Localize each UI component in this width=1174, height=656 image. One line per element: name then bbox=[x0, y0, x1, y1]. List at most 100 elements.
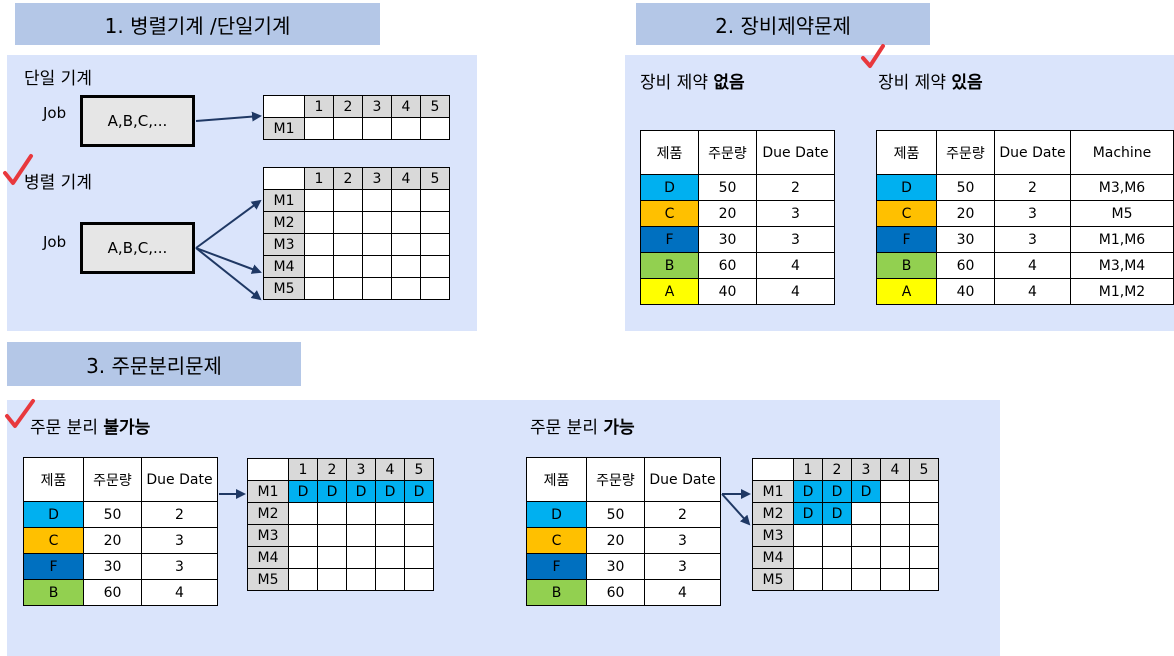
grid-cell bbox=[909, 546, 939, 569]
order-table-with-constraint: 제품 주문량 Due Date Machine D 50 2 M3,M6 C 20 3 M5… bbox=[876, 130, 1174, 305]
table-row: C 20 3 M5 bbox=[876, 200, 1174, 227]
table-row: F 30 3 bbox=[526, 553, 721, 580]
grid-cell bbox=[880, 568, 910, 591]
grid-col-header: 3 bbox=[346, 458, 376, 481]
grid-cell bbox=[909, 480, 939, 503]
grid-cell bbox=[317, 546, 347, 569]
due-cell: 4 bbox=[756, 252, 835, 279]
grid-cell bbox=[375, 524, 405, 547]
grid-col-header: 4 bbox=[375, 458, 405, 481]
grid-row: M3 bbox=[752, 524, 939, 547]
product-cell: F bbox=[526, 553, 587, 580]
equipment-constraint-none-label: 장비 제약 없음 bbox=[640, 68, 745, 93]
grid-row: M1 D D D bbox=[752, 480, 939, 503]
machine-label: M1 bbox=[263, 189, 305, 212]
grid-cell bbox=[362, 277, 392, 300]
table-row: F 30 3 bbox=[640, 226, 835, 253]
table-row: B 60 4 bbox=[526, 579, 721, 606]
grid-cell bbox=[793, 568, 823, 591]
section2-title: 2. 장비제약문제 bbox=[636, 3, 930, 45]
due-cell: 2 bbox=[756, 174, 835, 201]
grid-cell bbox=[391, 255, 421, 278]
qty-cell: 60 bbox=[936, 252, 995, 279]
grid-col-header: 2 bbox=[333, 167, 363, 190]
grid-row: M4 bbox=[752, 546, 939, 569]
machine-label: M2 bbox=[263, 211, 305, 234]
job-label-parallel: Job bbox=[43, 233, 67, 251]
single-machine-label: 단일 기계 bbox=[24, 69, 92, 89]
arrow-split-possible-m2 bbox=[721, 493, 751, 526]
label-bold: 없음 bbox=[713, 73, 745, 93]
scheduled-job-cell: D bbox=[288, 480, 318, 503]
equipment-constraint-exists-label: 장비 제약 있음 bbox=[878, 68, 983, 93]
grid-col-header: 1 bbox=[304, 95, 334, 118]
label-bold: 불가능 bbox=[103, 418, 151, 438]
machine-label: M3 bbox=[263, 233, 305, 256]
table-header: Due Date bbox=[994, 130, 1071, 175]
grid-cell bbox=[404, 524, 434, 547]
label-prefix: 주문 분리 bbox=[530, 418, 604, 438]
qty-cell: 30 bbox=[586, 553, 645, 580]
due-cell: 3 bbox=[756, 226, 835, 253]
order-table-split-not-possible: 제품 주문량 Due Date D 50 2 C 20 3 F 30 3 B 60 4 bbox=[23, 457, 218, 606]
label-prefix: 장비 제약 bbox=[640, 73, 714, 93]
qty-cell: 30 bbox=[83, 553, 142, 580]
table-header: 제품 bbox=[876, 130, 937, 175]
grid-header-row: 1 2 3 4 5 bbox=[263, 167, 450, 190]
table-header: 주문량 bbox=[698, 130, 757, 175]
grid-cell bbox=[362, 233, 392, 256]
table-row: D 50 2 M3,M6 bbox=[876, 174, 1174, 201]
grid-col-header: 5 bbox=[420, 95, 450, 118]
table-row: D 50 2 bbox=[23, 501, 218, 528]
product-cell: B bbox=[526, 579, 587, 606]
due-cell: 3 bbox=[644, 527, 721, 554]
qty-cell: 40 bbox=[936, 278, 995, 305]
grid-row: M5 bbox=[247, 568, 434, 591]
grid-col-header: 3 bbox=[362, 95, 392, 118]
qty-cell: 50 bbox=[936, 174, 995, 201]
grid-row: M2 D D bbox=[752, 502, 939, 525]
product-cell: D bbox=[526, 501, 587, 528]
grid-cell bbox=[851, 502, 881, 525]
grid-cell bbox=[420, 117, 450, 140]
scheduled-job-cell: D bbox=[793, 502, 823, 525]
table-header-row: 제품 주문량 Due Date bbox=[526, 457, 721, 502]
grid-cell bbox=[880, 480, 910, 503]
grid-cell bbox=[391, 117, 421, 140]
grid-col-header: 5 bbox=[909, 458, 939, 481]
machine-cell: M5 bbox=[1070, 200, 1174, 227]
job-label-single: Job bbox=[43, 104, 67, 122]
grid-cell bbox=[346, 546, 376, 569]
machine-label: M4 bbox=[247, 546, 289, 569]
table-row: F 30 3 bbox=[23, 553, 218, 580]
arrow-parallel-m5 bbox=[195, 247, 262, 301]
table-header: Due Date bbox=[644, 457, 721, 502]
table-row: F 30 3 M1,M6 bbox=[876, 226, 1174, 253]
qty-cell: 60 bbox=[698, 252, 757, 279]
grid-cell bbox=[333, 255, 363, 278]
machine-cell: M1,M2 bbox=[1070, 278, 1174, 305]
grid-row: M5 bbox=[752, 568, 939, 591]
grid-cell bbox=[304, 277, 334, 300]
grid-cell bbox=[333, 277, 363, 300]
schedule-grid-split-possible: 1 2 3 4 5 M1 D D D M2 D D M3 M4 M5 bbox=[752, 458, 939, 591]
grid-col-header: 4 bbox=[391, 95, 421, 118]
product-cell: C bbox=[23, 527, 84, 554]
grid-cell bbox=[288, 568, 318, 591]
due-cell: 3 bbox=[644, 553, 721, 580]
qty-cell: 30 bbox=[698, 226, 757, 253]
product-cell: D bbox=[876, 174, 937, 201]
grid-cell bbox=[362, 255, 392, 278]
parallel-machine-grid: 1 2 3 4 5 M1 M2 M3 M4 M5 bbox=[263, 167, 450, 300]
label-prefix: 주문 분리 bbox=[30, 418, 104, 438]
grid-cell bbox=[851, 568, 881, 591]
due-cell: 4 bbox=[644, 579, 721, 606]
grid-cell bbox=[391, 189, 421, 212]
grid-cell bbox=[288, 546, 318, 569]
order-split-possible-label: 주문 분리 가능 bbox=[530, 413, 635, 438]
grid-cell bbox=[346, 524, 376, 547]
grid-cell bbox=[317, 502, 347, 525]
order-split-not-possible-label: 주문 분리 불가능 bbox=[30, 413, 150, 438]
grid-cell bbox=[362, 117, 392, 140]
arrow-single-m1 bbox=[195, 111, 262, 122]
